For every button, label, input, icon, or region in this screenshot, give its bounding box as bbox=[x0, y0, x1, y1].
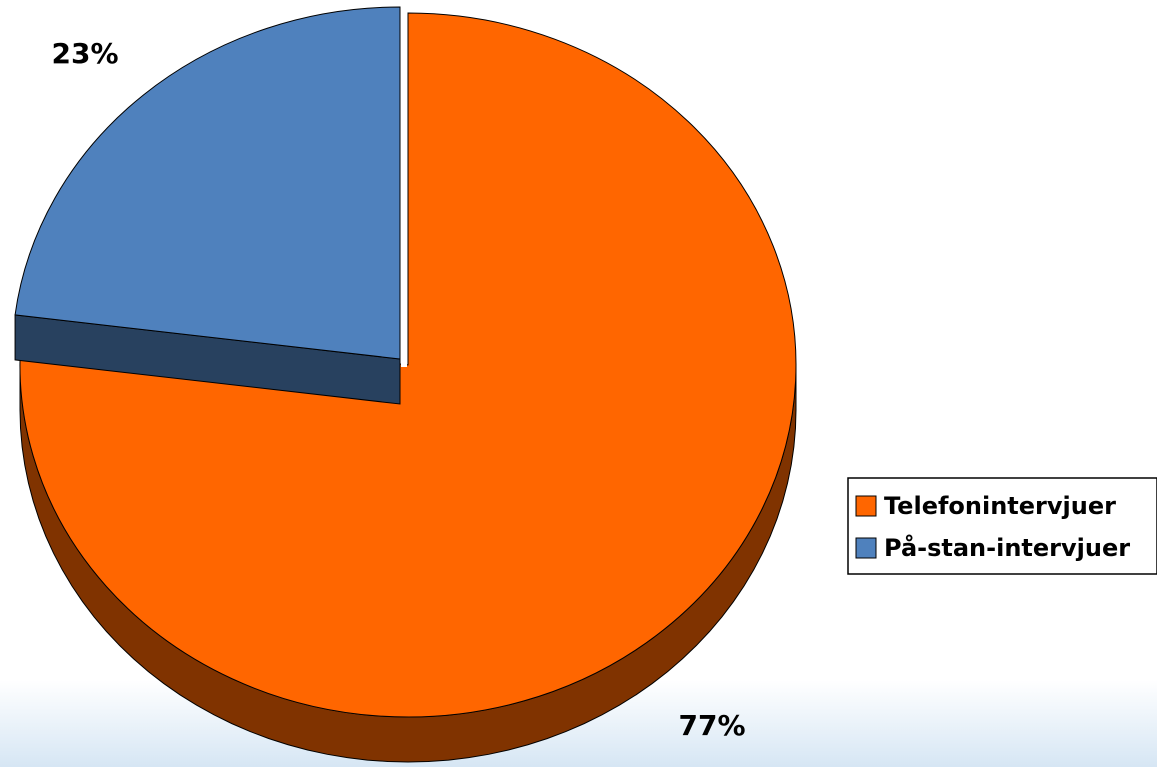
pie: 77% 23% bbox=[14, 6, 797, 763]
slice-group bbox=[14, 6, 401, 405]
slice bbox=[14, 6, 401, 360]
slice bbox=[19, 12, 797, 718]
legend: Telefonintervjuer På-stan-intervjuer bbox=[847, 477, 1157, 575]
legend-swatch bbox=[855, 495, 877, 517]
value-label: 77% bbox=[678, 709, 745, 742]
legend-label: På-stan-intervjuer bbox=[884, 533, 1130, 562]
legend-swatch bbox=[855, 537, 877, 559]
value-label: 23% bbox=[51, 37, 118, 70]
legend-box bbox=[847, 477, 1157, 575]
legend-label: Telefonintervjuer bbox=[884, 492, 1116, 520]
